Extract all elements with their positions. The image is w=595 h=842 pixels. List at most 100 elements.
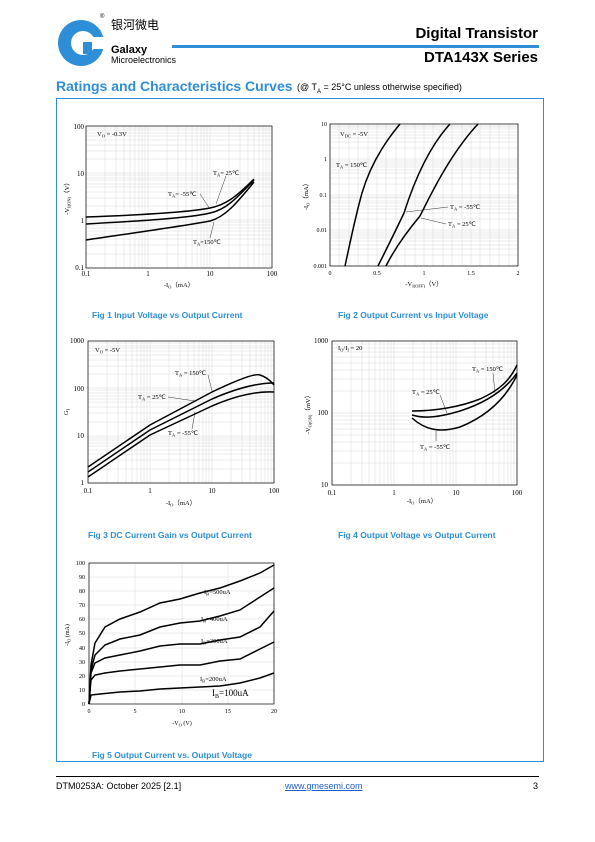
svg-text:2: 2: [517, 271, 520, 277]
svg-text:1: 1: [81, 217, 85, 225]
svg-text:10: 10: [321, 481, 329, 489]
fig2-grid: [329, 123, 519, 267]
svg-text:1: 1: [324, 157, 327, 163]
fig2-label-neg55: TA = -55℃: [450, 204, 481, 212]
fig5-caption: Fig 5 Output Current vs. Output Voltage: [92, 750, 252, 760]
fig4-caption: Fig 4 Output Voltage vs Output Current: [338, 530, 496, 540]
svg-text:0.1: 0.1: [84, 487, 93, 495]
fig2-curve-25: [385, 123, 479, 267]
fig1-xtick: 0.1: [82, 270, 91, 278]
fig2-chart: 10 1 0.1 0.01 0.001 0 0.5 1 1.5 2 VDC = -5V TA =…: [302, 122, 520, 289]
svg-text:0: 0: [329, 271, 332, 277]
fig1-curve-25: [85, 179, 255, 225]
fig2-xlabel: -VI(OFF)（V）: [405, 280, 442, 289]
fig1-chart: 100 10 1 0.1 0.1 1 10 100 VO = -0.3V TA= 25℃ T…: [63, 123, 278, 290]
svg-text:0.5: 0.5: [373, 271, 381, 277]
fig2-curve-neg55: [377, 123, 451, 267]
website-link[interactable]: www.gmesemi.com: [285, 781, 363, 791]
doc-number: DTM0253A: October 2025 [2.1]: [56, 781, 182, 791]
fig5-label-500ua: IB=500uA: [204, 589, 231, 597]
fig2-caption: Fig 2 Output Current vs Input Voltage: [338, 310, 489, 320]
svg-text:80: 80: [79, 589, 85, 595]
fig3-label-150: TA = 150℃: [175, 370, 207, 378]
fig5-curve-100ua: [88, 672, 275, 705]
fig5-curve-500ua: [88, 564, 275, 705]
svg-text:10: 10: [453, 489, 461, 497]
fig5-xlabel: -VO (V): [172, 720, 191, 728]
svg-text:70: 70: [79, 603, 85, 609]
svg-text:100: 100: [269, 487, 280, 495]
fig2-label-150: TA = 150℃: [336, 162, 368, 170]
fig1-label-25: TA= 25℃: [213, 170, 240, 178]
logo-name: Galaxy: [111, 44, 148, 56]
svg-text:1: 1: [423, 271, 426, 277]
svg-text:0.001: 0.001: [314, 264, 328, 270]
fig1-curve-neg55: [85, 178, 255, 218]
svg-text:100: 100: [74, 123, 85, 131]
logo-subname: Microelectronics: [111, 55, 177, 65]
fig2-cond: VDC = -5V: [340, 131, 368, 139]
fig3-caption: Fig 3 DC Current Gain vs Output Current: [88, 530, 252, 540]
svg-text:1: 1: [148, 487, 152, 495]
fig4-curve-25: [411, 372, 518, 418]
fig5-label-100ua: IB=100uA: [212, 688, 249, 700]
fig3-grid: [87, 340, 275, 484]
fig5-curve-300ua: [88, 610, 275, 705]
fig2-label-25: TA = 25℃: [448, 221, 477, 229]
fig5-curve-200ua: [88, 641, 275, 705]
svg-text:100: 100: [76, 561, 85, 567]
section-title: Ratings and Characteristics Curves: [56, 78, 293, 94]
fig4-label-25: TA = 25℃: [412, 389, 441, 397]
svg-text:50: 50: [79, 631, 85, 637]
doc-title: Digital Transistor: [415, 25, 538, 42]
fig2-curve-150: [344, 123, 401, 267]
galaxy-logo-icon: [58, 20, 109, 66]
fig4-label-150: TA = 150℃: [472, 366, 504, 374]
fig4-xlabel: -IO（mA）: [407, 497, 437, 506]
fig1-cond: VO = -0.3V: [97, 131, 127, 139]
svg-text:0: 0: [82, 702, 85, 708]
svg-text:1.5: 1.5: [467, 271, 475, 277]
fig3-cond: VO = -5V: [95, 347, 120, 355]
fig3-label-25: TA = 25℃: [138, 394, 167, 402]
svg-text:10: 10: [179, 709, 185, 715]
footer-rule: [56, 776, 539, 777]
fig4-ylabel: -VO(ON)（mV）: [304, 392, 313, 434]
fig3-curve-25: [87, 382, 275, 473]
fig2-ylabel: -IO（mA）: [302, 180, 311, 210]
svg-text:10: 10: [207, 270, 215, 278]
svg-text:15: 15: [225, 709, 231, 715]
svg-text:10: 10: [209, 487, 217, 495]
svg-text:1000: 1000: [314, 337, 329, 345]
svg-text:20: 20: [271, 709, 277, 715]
header-rule: [172, 45, 539, 48]
fig1-curve-150: [85, 181, 255, 241]
fig4-grid: [331, 340, 518, 486]
svg-text:0.01: 0.01: [317, 228, 328, 234]
svg-text:20: 20: [79, 674, 85, 680]
registered-mark: ®: [100, 14, 105, 20]
svg-text:0.1: 0.1: [328, 489, 337, 497]
fig1-label-150: TA=150℃: [193, 239, 222, 247]
fig5-label-300ua: IB=300uA: [201, 638, 228, 646]
fig3-curve-150: [87, 373, 275, 468]
charts-frame: [56, 98, 544, 762]
fig4-cond: IO/II = 20: [338, 345, 362, 353]
svg-text:60: 60: [79, 617, 85, 623]
fig1-ylabel: -VI(ON)（V）: [63, 179, 72, 215]
svg-text:1: 1: [81, 479, 85, 487]
section-condition: (@ TA = 25°C unless otherwise specified): [297, 82, 462, 95]
fig5-curve-400ua: [88, 587, 275, 705]
svg-text:100: 100: [74, 385, 85, 393]
svg-text:5: 5: [134, 709, 137, 715]
fig3-ylabel: GI: [63, 408, 71, 415]
svg-text:10: 10: [77, 432, 85, 440]
svg-text:40: 40: [79, 646, 85, 652]
fig1-axes: [85, 125, 273, 269]
fig5-ylabel: -IO (mA): [64, 624, 72, 646]
fig4-curve-neg55: [411, 374, 518, 431]
fig5-label-200ua: IB=200uA: [200, 676, 227, 684]
svg-text:1: 1: [146, 270, 150, 278]
